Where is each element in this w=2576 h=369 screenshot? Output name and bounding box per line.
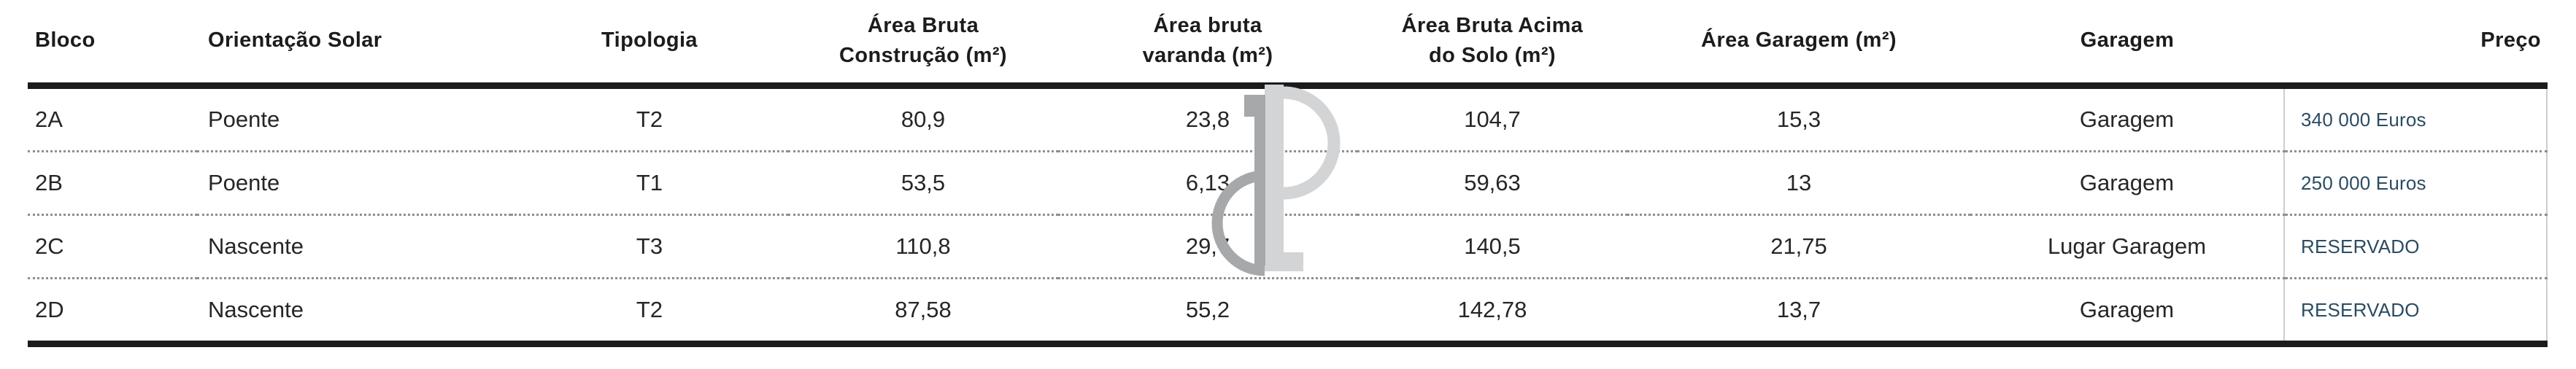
cell-area-bruta-varanda: 55,2 xyxy=(1058,278,1357,347)
cell-tipologia: T3 xyxy=(511,214,788,279)
table-row: 2D Nascente T2 87,58 55,2 142,78 13,7 Ga… xyxy=(28,278,2548,347)
cell-area-garagem: 15,3 xyxy=(1627,85,1970,152)
cell-garagem: Garagem xyxy=(1970,85,2284,152)
cell-area-bruta-acima-solo: 140,5 xyxy=(1357,214,1627,279)
cell-area-garagem: 13 xyxy=(1627,151,1970,216)
cell-area-bruta-acima-solo: 104,7 xyxy=(1357,85,1627,152)
cell-orientacao-solar: Nascente xyxy=(197,278,511,347)
cell-area-bruta-construcao: 80,9 xyxy=(788,85,1058,152)
table-row: 2C Nascente T3 110,8 29,7 140,5 21,75 Lu… xyxy=(28,214,2548,279)
cell-tipologia: T2 xyxy=(511,278,788,347)
col-header-area-bruta-construcao: Área Bruta Construção (m²) xyxy=(788,0,1058,89)
cell-area-bruta-varanda: 29,7 xyxy=(1058,214,1357,279)
col-header-tipologia: Tipologia xyxy=(511,0,788,89)
cell-bloco: 2A xyxy=(28,85,197,152)
header-row: Bloco Orientação Solar Tipologia Área Br… xyxy=(28,0,2547,89)
col-header-area-garagem: Área Garagem (m²) xyxy=(1627,0,1970,89)
cell-garagem: Garagem xyxy=(1970,278,2284,347)
col-header-garagem: Garagem xyxy=(1970,0,2284,89)
cell-area-bruta-construcao: 87,58 xyxy=(788,278,1058,347)
col-header-bloco: Bloco xyxy=(28,0,197,89)
cell-orientacao-solar: Nascente xyxy=(197,214,511,279)
cell-garagem: Lugar Garagem xyxy=(1970,214,2284,279)
col-header-area-bruta-acima-solo: Área Bruta Acima do Solo (m²) xyxy=(1357,0,1627,89)
cell-area-garagem: 21,75 xyxy=(1627,214,1970,279)
price-cell[interactable]: 340 000 Euros xyxy=(2283,85,2548,152)
cell-area-bruta-construcao: 53,5 xyxy=(788,151,1058,216)
cell-area-garagem: 13,7 xyxy=(1627,278,1970,347)
cell-tipologia: T1 xyxy=(511,151,788,216)
table-row: 2A Poente T2 80,9 23,8 104,7 15,3 Garage… xyxy=(28,85,2548,152)
cell-area-bruta-varanda: 23,8 xyxy=(1058,85,1357,152)
units-table: Bloco Orientação Solar Tipologia Área Br… xyxy=(28,0,2548,347)
cell-bloco: 2D xyxy=(28,278,197,347)
cell-orientacao-solar: Poente xyxy=(197,151,511,216)
table-row: 2B Poente T1 53,5 6,13 59,63 13 Garagem … xyxy=(28,151,2548,216)
cell-garagem: Garagem xyxy=(1970,151,2284,216)
col-header-area-bruta-varanda: Área bruta varanda (m²) xyxy=(1058,0,1357,89)
price-cell[interactable]: RESERVADO xyxy=(2283,214,2548,279)
cell-area-bruta-acima-solo: 142,78 xyxy=(1357,278,1627,347)
cell-area-bruta-varanda: 6,13 xyxy=(1058,151,1357,216)
cell-tipologia: T2 xyxy=(511,85,788,152)
col-header-orientacao-solar: Orientação Solar xyxy=(197,0,511,89)
cell-area-bruta-acima-solo: 59,63 xyxy=(1357,151,1627,216)
cell-orientacao-solar: Poente xyxy=(197,85,511,152)
col-header-preco: Preço xyxy=(2284,0,2547,89)
cell-bloco: 2C xyxy=(28,214,197,279)
price-cell[interactable]: RESERVADO xyxy=(2283,278,2548,347)
price-cell[interactable]: 250 000 Euros xyxy=(2283,151,2548,216)
cell-bloco: 2B xyxy=(28,151,197,216)
cell-area-bruta-construcao: 110,8 xyxy=(788,214,1058,279)
